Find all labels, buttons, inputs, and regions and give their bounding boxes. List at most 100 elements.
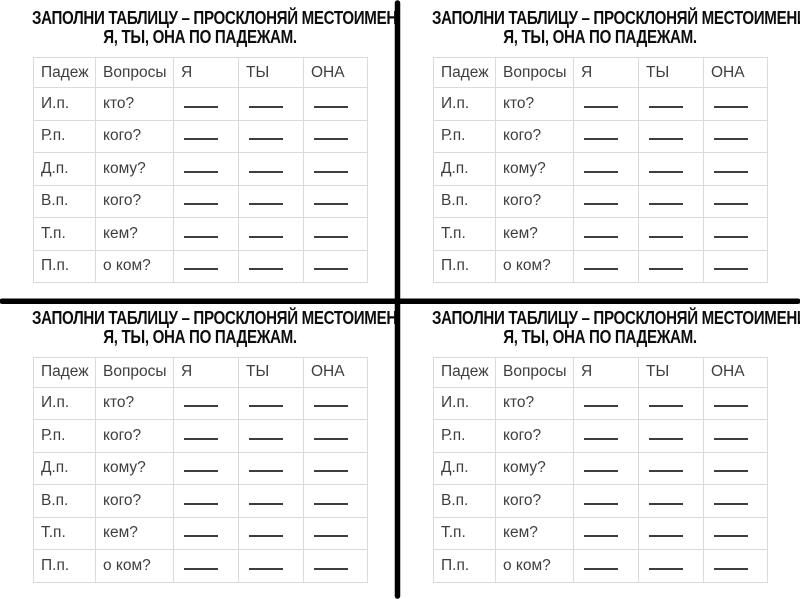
- answer-blank: [249, 235, 283, 238]
- declension-table: Падеж Вопросы Я ТЫ ОНА И.п. кто? Р.п.: [33, 57, 368, 283]
- answer-cell-ty: [638, 217, 704, 251]
- case-label: И.п.: [33, 87, 96, 121]
- question-label: о ком?: [95, 549, 174, 583]
- answer-blank: [714, 235, 748, 238]
- question-label: кого?: [95, 184, 174, 218]
- answer-blank: [249, 268, 283, 270]
- case-label: Д.п.: [433, 152, 496, 186]
- col-header-ya: Я: [173, 356, 239, 388]
- answer-blank: [184, 268, 218, 270]
- answer-blank: [314, 235, 348, 238]
- answer-cell-ty: [238, 419, 304, 453]
- question-label: кому?: [95, 152, 174, 186]
- answer-blank: [249, 535, 283, 537]
- table-row-genitive: Р.п. кого?: [433, 419, 768, 453]
- answer-blank: [649, 437, 683, 440]
- col-header-case: Падеж: [33, 356, 96, 388]
- col-header-questions: Вопросы: [95, 57, 174, 88]
- answer-blank: [714, 470, 748, 472]
- answer-blank: [649, 470, 683, 472]
- answer-cell-ty: [238, 217, 304, 251]
- question-label: кого?: [95, 419, 174, 453]
- col-header-ty: ТЫ: [238, 57, 304, 88]
- answer-cell-ty: [238, 484, 304, 518]
- answer-blank: [584, 268, 618, 270]
- answer-cell-ya: [573, 419, 639, 453]
- answer-cell-ona: [703, 516, 768, 550]
- answer-cell-ty: [238, 152, 304, 186]
- answer-cell-ona: [303, 249, 368, 283]
- answer-cell-ya: [173, 184, 239, 218]
- case-label: П.п.: [433, 249, 496, 283]
- answer-blank: [584, 437, 618, 440]
- question-label: кого?: [495, 119, 574, 153]
- answer-blank: [184, 535, 218, 537]
- table-row-prepositional: П.п. о ком?: [433, 549, 768, 583]
- answer-blank: [649, 405, 683, 407]
- answer-cell-ya: [173, 451, 239, 485]
- answer-cell-ya: [573, 451, 639, 485]
- answer-cell-ty: [638, 184, 704, 218]
- answer-blank: [649, 502, 683, 505]
- answer-blank: [249, 138, 283, 140]
- answer-cell-ty: [238, 549, 304, 583]
- case-label: П.п.: [433, 549, 496, 583]
- answer-blank: [314, 105, 348, 108]
- table-row-nominative: И.п. кто?: [33, 386, 368, 420]
- answer-blank: [714, 405, 748, 407]
- answer-cell-ya: [573, 217, 639, 251]
- table-row-accusative: В.п. кого?: [33, 484, 368, 518]
- case-label: В.п.: [33, 484, 96, 518]
- answer-blank: [184, 470, 218, 472]
- answer-cell-ya: [573, 484, 639, 518]
- answer-blank: [649, 105, 683, 108]
- col-header-case: Падеж: [433, 356, 496, 388]
- case-label: И.п.: [433, 386, 496, 420]
- answer-blank: [249, 170, 283, 173]
- answer-cell-ya: [173, 386, 239, 420]
- table-row-dative: Д.п. кому?: [33, 152, 368, 186]
- answer-cell-ona: [703, 184, 768, 218]
- answer-blank: [249, 405, 283, 407]
- answer-blank: [184, 567, 218, 570]
- answer-blank: [184, 203, 218, 205]
- table-row-dative: Д.п. кому?: [433, 152, 768, 186]
- case-label: Д.п.: [33, 152, 96, 186]
- case-label: Р.п.: [33, 419, 96, 453]
- answer-cell-ona: [703, 152, 768, 186]
- answer-cell-ty: [638, 516, 704, 550]
- answer-cell-ty: [238, 451, 304, 485]
- table-row-accusative: В.п. кого?: [33, 184, 368, 218]
- answer-blank: [714, 535, 748, 537]
- answer-cell-ty: [638, 249, 704, 283]
- answer-blank: [184, 437, 218, 440]
- declension-table: Падеж Вопросы Я ТЫ ОНА И.п. кто? Р.п.: [433, 356, 768, 583]
- question-label: кому?: [95, 451, 174, 485]
- col-header-ya: Я: [573, 57, 639, 88]
- answer-blank: [649, 203, 683, 205]
- answer-blank: [314, 502, 348, 505]
- table-row-dative: Д.п. кому?: [433, 451, 768, 485]
- answer-cell-ya: [173, 516, 239, 550]
- answer-cell-ya: [573, 119, 639, 153]
- answer-cell-ty: [638, 87, 704, 121]
- answer-cell-ona: [303, 484, 368, 518]
- answer-blank: [184, 138, 218, 140]
- question-label: кого?: [495, 484, 574, 518]
- question-label: кем?: [95, 217, 174, 251]
- declension-table: Падеж Вопросы Я ТЫ ОНА И.п. кто? Р.п.: [33, 356, 368, 583]
- table-row-prepositional: П.п. о ком?: [433, 249, 768, 283]
- answer-cell-ty: [238, 184, 304, 218]
- answer-blank: [314, 203, 348, 205]
- col-header-case: Падеж: [33, 57, 96, 88]
- case-label: В.п.: [433, 484, 496, 518]
- answer-blank: [649, 567, 683, 570]
- col-header-ty: ТЫ: [638, 356, 704, 388]
- answer-blank: [184, 105, 218, 108]
- answer-blank: [184, 170, 218, 173]
- worksheet-title-line2: Я, ТЫ, ОНА ПО ПАДЕЖАМ.: [103, 326, 297, 347]
- table-header-row: Падеж Вопросы Я ТЫ ОНА: [33, 57, 368, 88]
- table-row-genitive: Р.п. кого?: [33, 119, 368, 153]
- answer-cell-ona: [303, 419, 368, 453]
